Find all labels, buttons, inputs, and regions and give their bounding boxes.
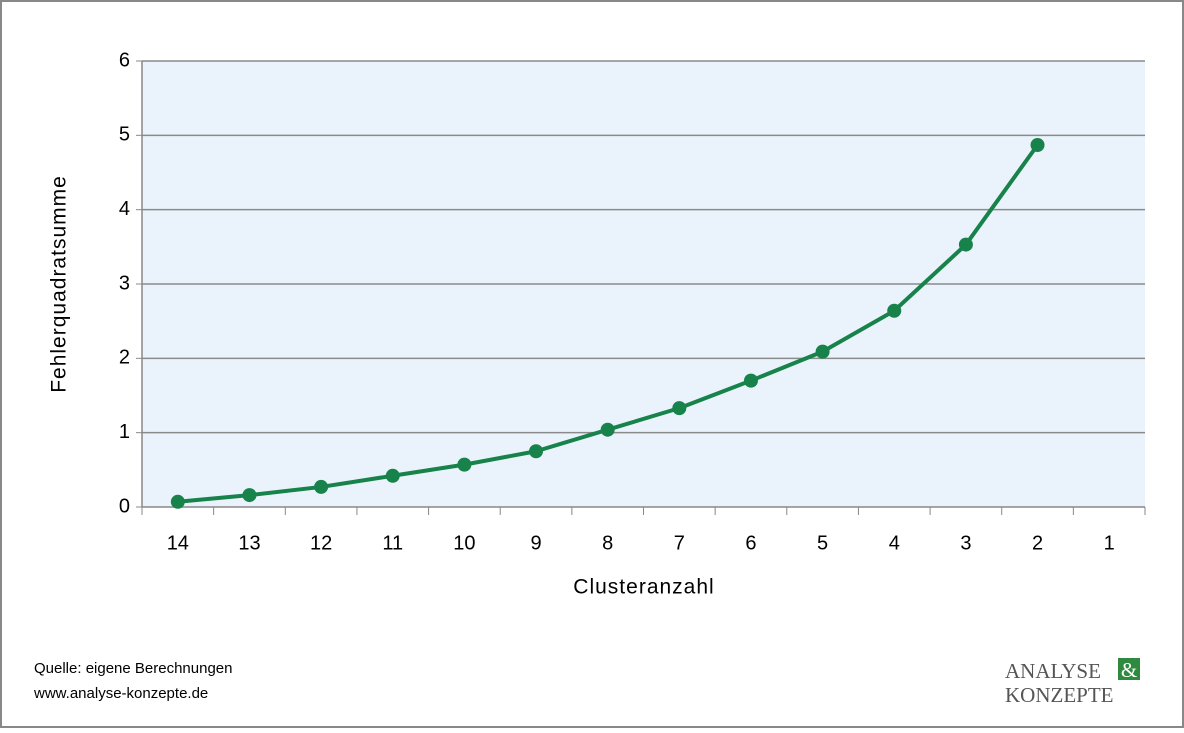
source-note: Quelle: eigene Berechnungen	[34, 660, 233, 677]
x-tick-label: 9	[530, 532, 541, 554]
x-tick-label: 12	[310, 532, 332, 554]
data-point	[887, 303, 902, 318]
logo-top: ANALYSE	[1005, 659, 1101, 683]
x-tick-label: 10	[453, 532, 475, 554]
x-tick-label: 14	[167, 532, 189, 554]
y-tick-label: 3	[119, 272, 130, 294]
y-axis-title: Fehlerquadratsumme	[48, 175, 71, 393]
x-tick-label: 2	[1032, 532, 1043, 554]
data-point	[457, 457, 472, 472]
data-point	[314, 479, 329, 494]
y-tick-label: 6	[119, 49, 130, 71]
data-point	[958, 237, 973, 252]
x-tick-label: 4	[889, 532, 900, 554]
x-tick-label: 8	[602, 532, 613, 554]
logo-amp: &	[1121, 658, 1137, 682]
x-axis-title: Clusteranzahl	[573, 576, 714, 599]
data-point	[242, 488, 257, 503]
x-tick-label: 11	[382, 532, 403, 554]
y-tick-label: 1	[119, 421, 130, 443]
url-note: www.analyse-konzepte.de	[33, 685, 208, 702]
data-point	[1030, 137, 1045, 152]
data-point	[170, 494, 185, 509]
x-tick-label: 6	[745, 532, 756, 554]
x-tick-label: 1	[1104, 532, 1115, 554]
x-tick-label: 7	[674, 532, 685, 554]
data-point	[385, 468, 400, 483]
x-tick-label: 5	[817, 532, 828, 554]
x-tick-label: 13	[238, 532, 260, 554]
y-tick-label: 0	[119, 495, 130, 517]
data-point	[815, 344, 830, 359]
y-tick-label: 5	[119, 124, 130, 146]
y-tick-label: 2	[119, 347, 130, 369]
data-point	[529, 444, 544, 459]
data-point	[600, 422, 615, 437]
data-point	[672, 401, 687, 416]
y-tick-label: 4	[119, 198, 130, 220]
logo-bottom: KONZEPTE	[1005, 683, 1114, 707]
data-point	[743, 373, 758, 388]
logo-box	[1118, 658, 1140, 680]
x-tick-label: 3	[960, 532, 971, 554]
